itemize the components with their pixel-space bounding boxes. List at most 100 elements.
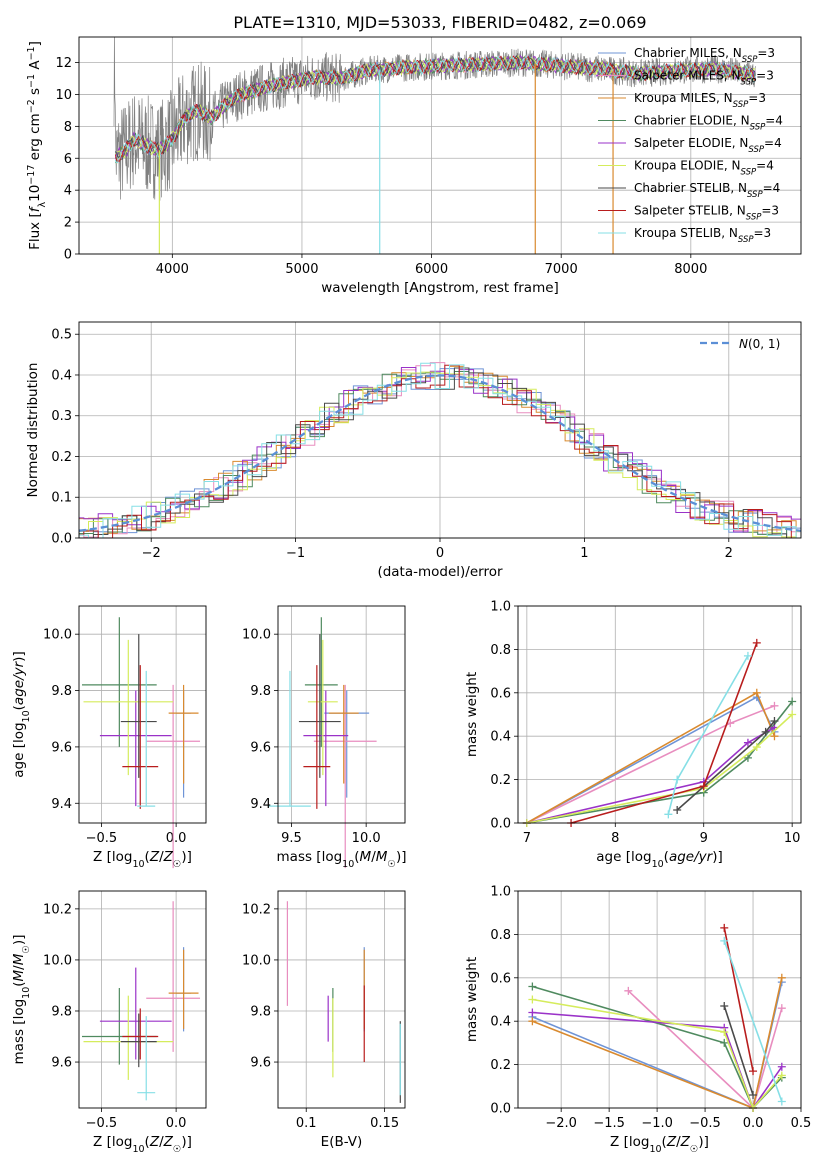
plus-marker xyxy=(761,727,770,736)
plus-marker xyxy=(720,1028,729,1037)
plus-marker xyxy=(777,1071,786,1080)
gridlines xyxy=(278,606,405,823)
y-axis-label: mass weight xyxy=(464,957,480,1042)
y-tick-label: 0.4 xyxy=(51,368,72,383)
x-axis-label: mass [log10(M/M☉)] xyxy=(277,849,407,870)
y-tick-label: 0.0 xyxy=(51,532,72,547)
x-tick-label: 8000 xyxy=(674,262,707,277)
legend-label: Chabrier ELODIE, NSSP=4 xyxy=(634,114,783,133)
y-tick-label: 0.2 xyxy=(51,450,72,465)
y-tick-label: 6 xyxy=(64,152,72,167)
y-tick-label: 0.0 xyxy=(490,817,511,832)
x-tick-label: 0.0 xyxy=(166,1116,187,1131)
x-tick-label: 2 xyxy=(725,546,733,561)
y-tick-label: 0.6 xyxy=(490,971,511,986)
x-axis-label: (data-model)/error xyxy=(377,564,503,580)
y-tick-label: 2 xyxy=(64,216,72,231)
y-tick-label: 10.0 xyxy=(43,628,72,643)
axes-frame xyxy=(517,890,802,1109)
plus-marker xyxy=(777,1097,786,1106)
spectrum-legend: Chabrier MILES, NSSP=3 Salpeter MILES, NS… xyxy=(598,46,783,245)
plus-marker xyxy=(749,1090,758,1099)
axes-frame xyxy=(78,36,802,255)
y-axis-label: Normed distribution xyxy=(25,363,41,498)
legend-label: N(0, 1) xyxy=(739,337,780,351)
x-tick-label: 6000 xyxy=(415,262,448,277)
x-tick-label: 0.5 xyxy=(791,1116,812,1131)
x-tick-label: −1.0 xyxy=(641,1116,673,1131)
y-tick-label: 0 xyxy=(64,248,72,263)
y-tick-label: 10.0 xyxy=(242,628,271,643)
y-axis-label: mass weight xyxy=(464,672,480,757)
x-tick-label: 10 xyxy=(784,831,801,846)
axes-weight-age: 7 8 9 10 0.0 0.2 0.4 0.6 0.8 1.0 age [log10(age/yr… xyxy=(464,600,802,870)
y-tick-label: 0.2 xyxy=(490,1058,511,1073)
plus-marker xyxy=(752,638,761,647)
plot-area xyxy=(522,638,797,827)
y-tick-label: 1.0 xyxy=(490,600,511,615)
y-tick-label: 0.2 xyxy=(490,773,511,788)
plus-marker xyxy=(699,782,708,791)
plus-marker xyxy=(743,738,752,747)
plot-area xyxy=(113,37,756,254)
x-tick-label: 9.5 xyxy=(281,831,302,846)
x-tick-label: 0 xyxy=(436,546,444,561)
y-tick-label: 0.5 xyxy=(51,328,72,343)
y-tick-label: 0.3 xyxy=(51,409,72,424)
y-axis-label: mass [log10(M/M☉)] xyxy=(11,935,32,1065)
y-tick-label: 10 xyxy=(55,88,72,103)
weight-line xyxy=(526,713,793,824)
y-tick-label: 9.6 xyxy=(250,1056,271,1071)
plus-marker xyxy=(743,651,752,660)
y-tick-label: 0.6 xyxy=(490,686,511,701)
plus-marker xyxy=(743,753,752,762)
y-tick-label: 9.8 xyxy=(250,684,271,699)
plus-marker xyxy=(673,775,682,784)
weight-line xyxy=(532,998,783,1110)
y-tick-label: 9.4 xyxy=(250,797,271,812)
plus-marker xyxy=(749,1067,758,1076)
y-tick-label: 10.0 xyxy=(43,953,72,968)
legend-label: Kroupa STELIB, NSSP=3 xyxy=(634,226,771,245)
plot-area xyxy=(79,362,801,538)
plus-marker xyxy=(770,701,779,710)
legend-label: Chabrier MILES, NSSP=3 xyxy=(634,46,775,65)
gaussian-curve xyxy=(79,374,801,533)
axes-weight-Z: −2.0 −1.5 −1.0 −0.5 0.0 0.5 0.0 0.2 0.4 0.6 0.8 1.0… xyxy=(464,885,811,1155)
x-axis-label: Z [log10(Z/Z☉)] xyxy=(610,1134,709,1155)
y-tick-label: 9.8 xyxy=(51,1004,72,1019)
x-axis-label: wavelength [Angstrom, rest frame] xyxy=(321,280,559,296)
x-tick-label: −0.5 xyxy=(689,1116,721,1131)
x-tick-label: −2.0 xyxy=(545,1116,577,1131)
x-tick-label: 1 xyxy=(580,546,588,561)
gridlines xyxy=(79,606,206,823)
axes-mass-Z: −0.5 0.0 9.6 9.8 10.0 10.2 Z [log10(Z/Z☉)] mass… xyxy=(11,890,207,1155)
legend-label: Salpeter ELODIE, NSSP=4 xyxy=(634,136,782,155)
y-tick-label: 10.2 xyxy=(43,902,72,917)
legend-label: Chabrier STELIB, NSSP=4 xyxy=(634,181,780,200)
plus-marker xyxy=(528,982,537,991)
x-tick-label: −0.5 xyxy=(86,831,118,846)
weight-line xyxy=(723,940,783,1102)
plus-marker xyxy=(673,805,682,814)
axes-frame xyxy=(78,890,207,1109)
plot-area xyxy=(81,617,201,869)
plus-marker xyxy=(624,986,633,995)
legend-label: Kroupa MILES, NSSP=3 xyxy=(634,91,766,110)
y-tick-label: 0.8 xyxy=(490,928,511,943)
plus-marker xyxy=(770,732,779,741)
plus-marker xyxy=(528,995,537,1004)
axes-frame xyxy=(78,321,802,539)
axes-age-Z: −0.5 0.0 9.4 9.6 9.8 10.0 Z [log10(Z/Z☉)] age [… xyxy=(11,605,207,870)
plus-marker xyxy=(777,1004,786,1013)
axes-frame xyxy=(78,605,207,824)
x-tick-label: 4000 xyxy=(156,262,189,277)
plus-marker xyxy=(788,697,797,706)
plus-marker xyxy=(528,1008,537,1017)
plot-area xyxy=(269,617,377,869)
legend-label: Salpeter STELIB, NSSP=3 xyxy=(634,204,779,223)
x-axis-label: Z [log10(Z/Z☉)] xyxy=(93,849,192,870)
x-tick-label: 8 xyxy=(611,831,619,846)
axes-frame xyxy=(277,605,406,824)
histogram-legend: N(0, 1) xyxy=(700,337,780,351)
